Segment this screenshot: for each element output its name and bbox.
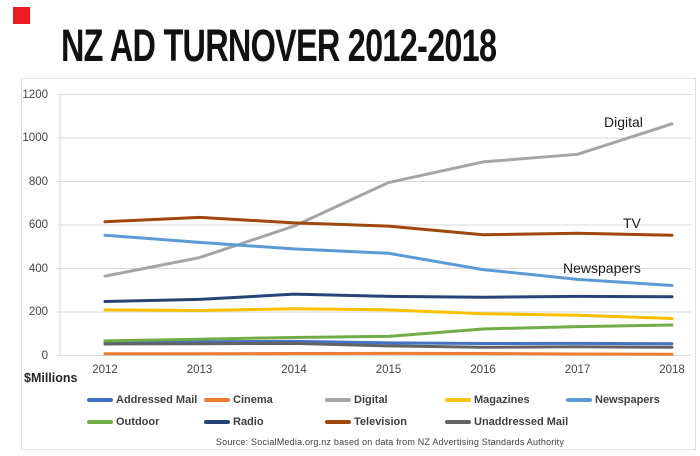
legend-swatch [566, 398, 592, 402]
legend-label: Television [354, 416, 407, 428]
legend-swatch [325, 420, 351, 424]
series-line-magazines [103, 307, 674, 321]
y-axis-tick-label: 200 [28, 306, 48, 318]
series-line-outdoor [103, 323, 674, 343]
y-axis-tick-label: 400 [28, 262, 48, 275]
x-axis-tick-label: 2016 [470, 364, 496, 376]
series-line-addressed-mail [103, 339, 674, 346]
series-annotation-tv: TV [623, 215, 641, 231]
legend-label: Radio [233, 416, 264, 428]
series-annotation-digital: Digital [604, 114, 643, 130]
legend-item-outdoor: Outdoor [87, 415, 159, 429]
series-line-unaddressed-mail [103, 341, 674, 349]
legend-label: Cinema [233, 394, 273, 406]
y-axis-tick-label: 1000 [22, 132, 48, 144]
y-axis-tick-label: 0 [41, 349, 48, 362]
source-text: Source: SocialMedia.org.nz based on data… [215, 437, 565, 447]
legend-swatch [87, 420, 113, 424]
legend-label: Newspapers [595, 394, 660, 406]
series-line-cinema [103, 351, 674, 356]
y-axis-tick-label: 1200 [22, 88, 48, 101]
page-title: NZ AD TURNOVER 2012-2018 [61, 20, 497, 71]
legend-item-magazines: Magazines [445, 393, 530, 407]
chart-frame [21, 78, 696, 450]
series-line-television [103, 215, 674, 237]
legend-label: Unaddressed Mail [474, 416, 569, 428]
legend-swatch [445, 398, 471, 402]
legend-label: Addressed Mail [116, 394, 198, 406]
legend-swatch [204, 420, 230, 424]
legend-item-digital: Digital [325, 393, 388, 407]
legend-swatch [445, 420, 471, 424]
y-axis-tick-label: 600 [28, 219, 48, 231]
x-axis-tick-label: 2018 [659, 364, 685, 376]
series-line-newspapers [103, 233, 674, 287]
y-axis-tick-label: 800 [28, 175, 48, 188]
legend-item-radio: Radio [204, 415, 264, 429]
legend-swatch [87, 398, 113, 402]
x-axis-tick-label: 2017 [564, 364, 591, 376]
legend-item-addressed-mail: Addressed Mail [87, 393, 197, 407]
x-axis-tick-label: 2015 [375, 364, 402, 376]
legend-swatch [204, 398, 230, 402]
legend-item-newspapers: Newspapers [566, 393, 660, 407]
series-line-digital [103, 122, 674, 278]
legend-label: Digital [354, 394, 388, 406]
y-axis-unit-label: $Millions [24, 371, 78, 385]
brand-square [13, 7, 30, 24]
series-line-radio [103, 292, 674, 304]
legend-item-television: Television [325, 415, 407, 429]
x-axis-tick-label: 2012 [92, 364, 118, 376]
series-annotation-newspapers: Newspapers [563, 260, 641, 276]
legend-label: Outdoor [116, 416, 160, 428]
legend-swatch [325, 398, 351, 402]
legend-item-unaddressed-mail: Unaddressed Mail [445, 415, 568, 429]
legend-label: Magazines [474, 394, 530, 406]
x-axis-tick-label: 2014 [281, 364, 307, 376]
legend-item-cinema: Cinema [204, 393, 273, 407]
x-axis-tick-label: 2013 [186, 364, 213, 376]
